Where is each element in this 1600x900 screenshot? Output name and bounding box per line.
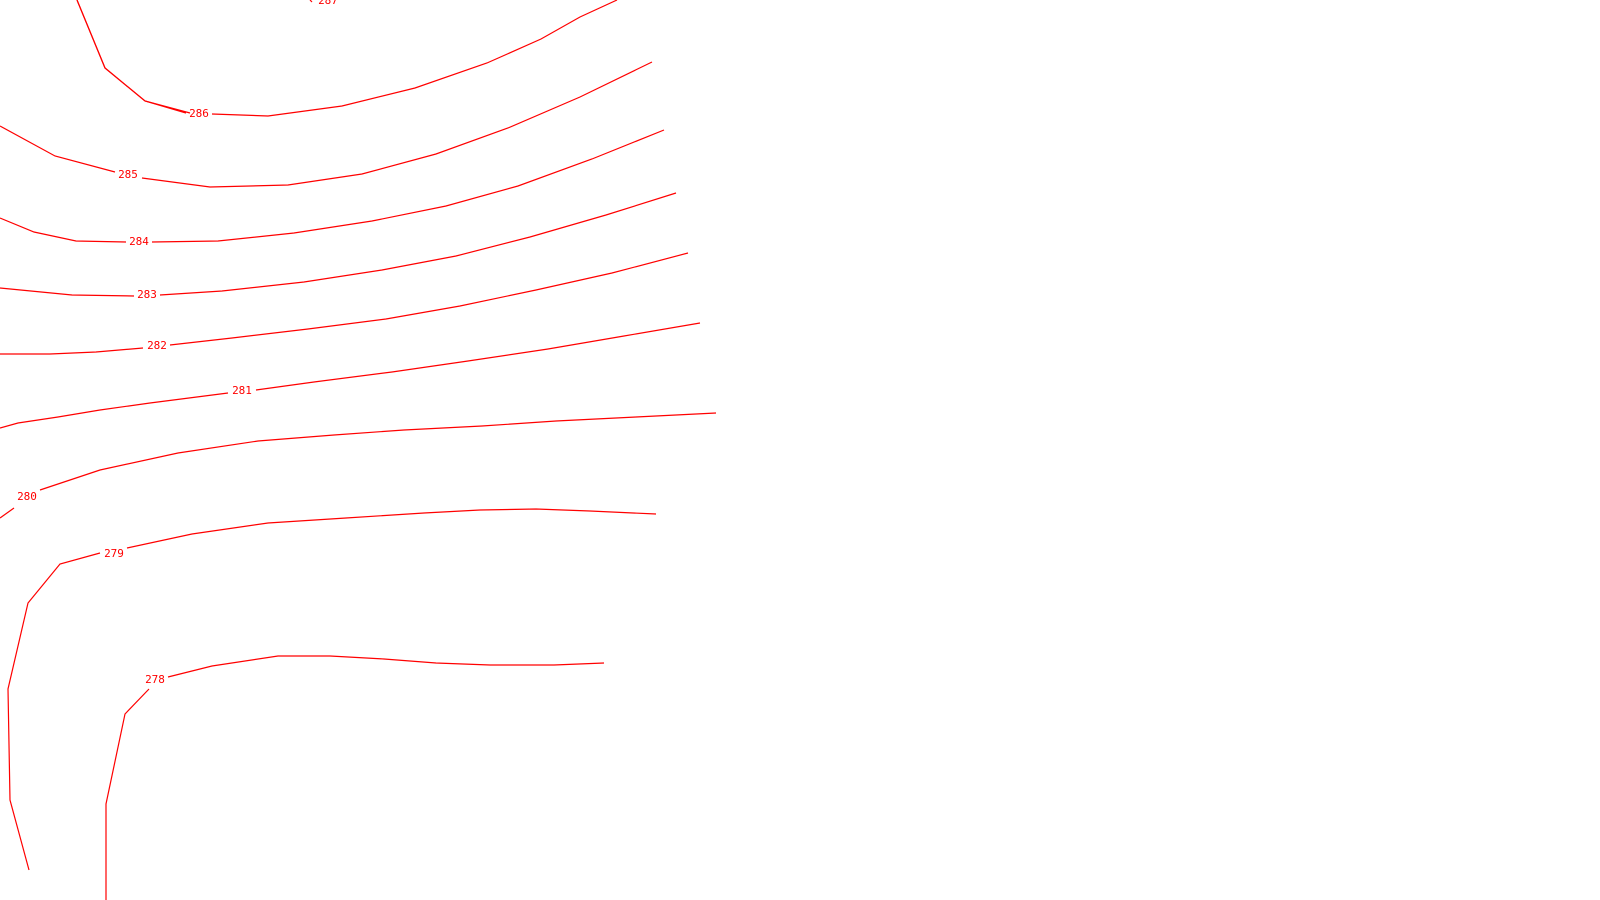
contour-line-285 xyxy=(0,125,116,173)
contour-line-284-seg xyxy=(151,129,665,243)
contour-label-284: 284 xyxy=(129,235,149,248)
contour-label-281: 281 xyxy=(232,384,252,397)
contour-283: 283 xyxy=(0,192,677,301)
contour-line-279-seg xyxy=(126,508,657,549)
contour-280: 280 xyxy=(0,412,717,519)
contour-label-279: 279 xyxy=(104,547,124,560)
contour-line-287 xyxy=(76,0,191,114)
contour-285: 285 xyxy=(0,61,653,188)
contour-line-281-seg xyxy=(255,322,701,391)
contour-label-278: 278 xyxy=(145,673,165,686)
contour-284: 284 xyxy=(0,129,665,248)
contour-label-283: 283 xyxy=(137,288,157,301)
contour-line-286-seg xyxy=(211,0,618,117)
contour-281: 281 xyxy=(0,322,701,429)
contour-label-285: 285 xyxy=(118,168,138,181)
contour-line-286 xyxy=(76,0,187,114)
contour-label-286: 286 xyxy=(189,107,209,120)
contour-label-287: 287 xyxy=(318,0,338,7)
contour-278: 278 xyxy=(105,655,605,900)
contour-line-283-seg xyxy=(159,192,677,296)
contour-line-285-seg xyxy=(141,61,653,188)
contour-label-282: 282 xyxy=(147,339,167,352)
contour-line-282-seg xyxy=(169,252,689,346)
contour-line-278-seg xyxy=(167,655,605,678)
contour-279: 279 xyxy=(7,508,657,871)
contour-line-282 xyxy=(0,347,144,355)
contour-line-287-seg xyxy=(309,0,313,3)
contour-line-278 xyxy=(105,688,150,900)
contour-line-280 xyxy=(0,507,15,519)
contour-line-284 xyxy=(0,217,127,243)
contour-line-281 xyxy=(0,392,229,429)
contour-287: 287 xyxy=(76,0,342,114)
contour-line-279 xyxy=(7,552,101,871)
contour-line-280-seg xyxy=(39,412,717,491)
contour-line-283 xyxy=(0,287,135,297)
contour-286: 286 xyxy=(76,0,618,120)
contour-label-280: 280 xyxy=(17,490,37,503)
contour-282: 282 xyxy=(0,252,689,355)
